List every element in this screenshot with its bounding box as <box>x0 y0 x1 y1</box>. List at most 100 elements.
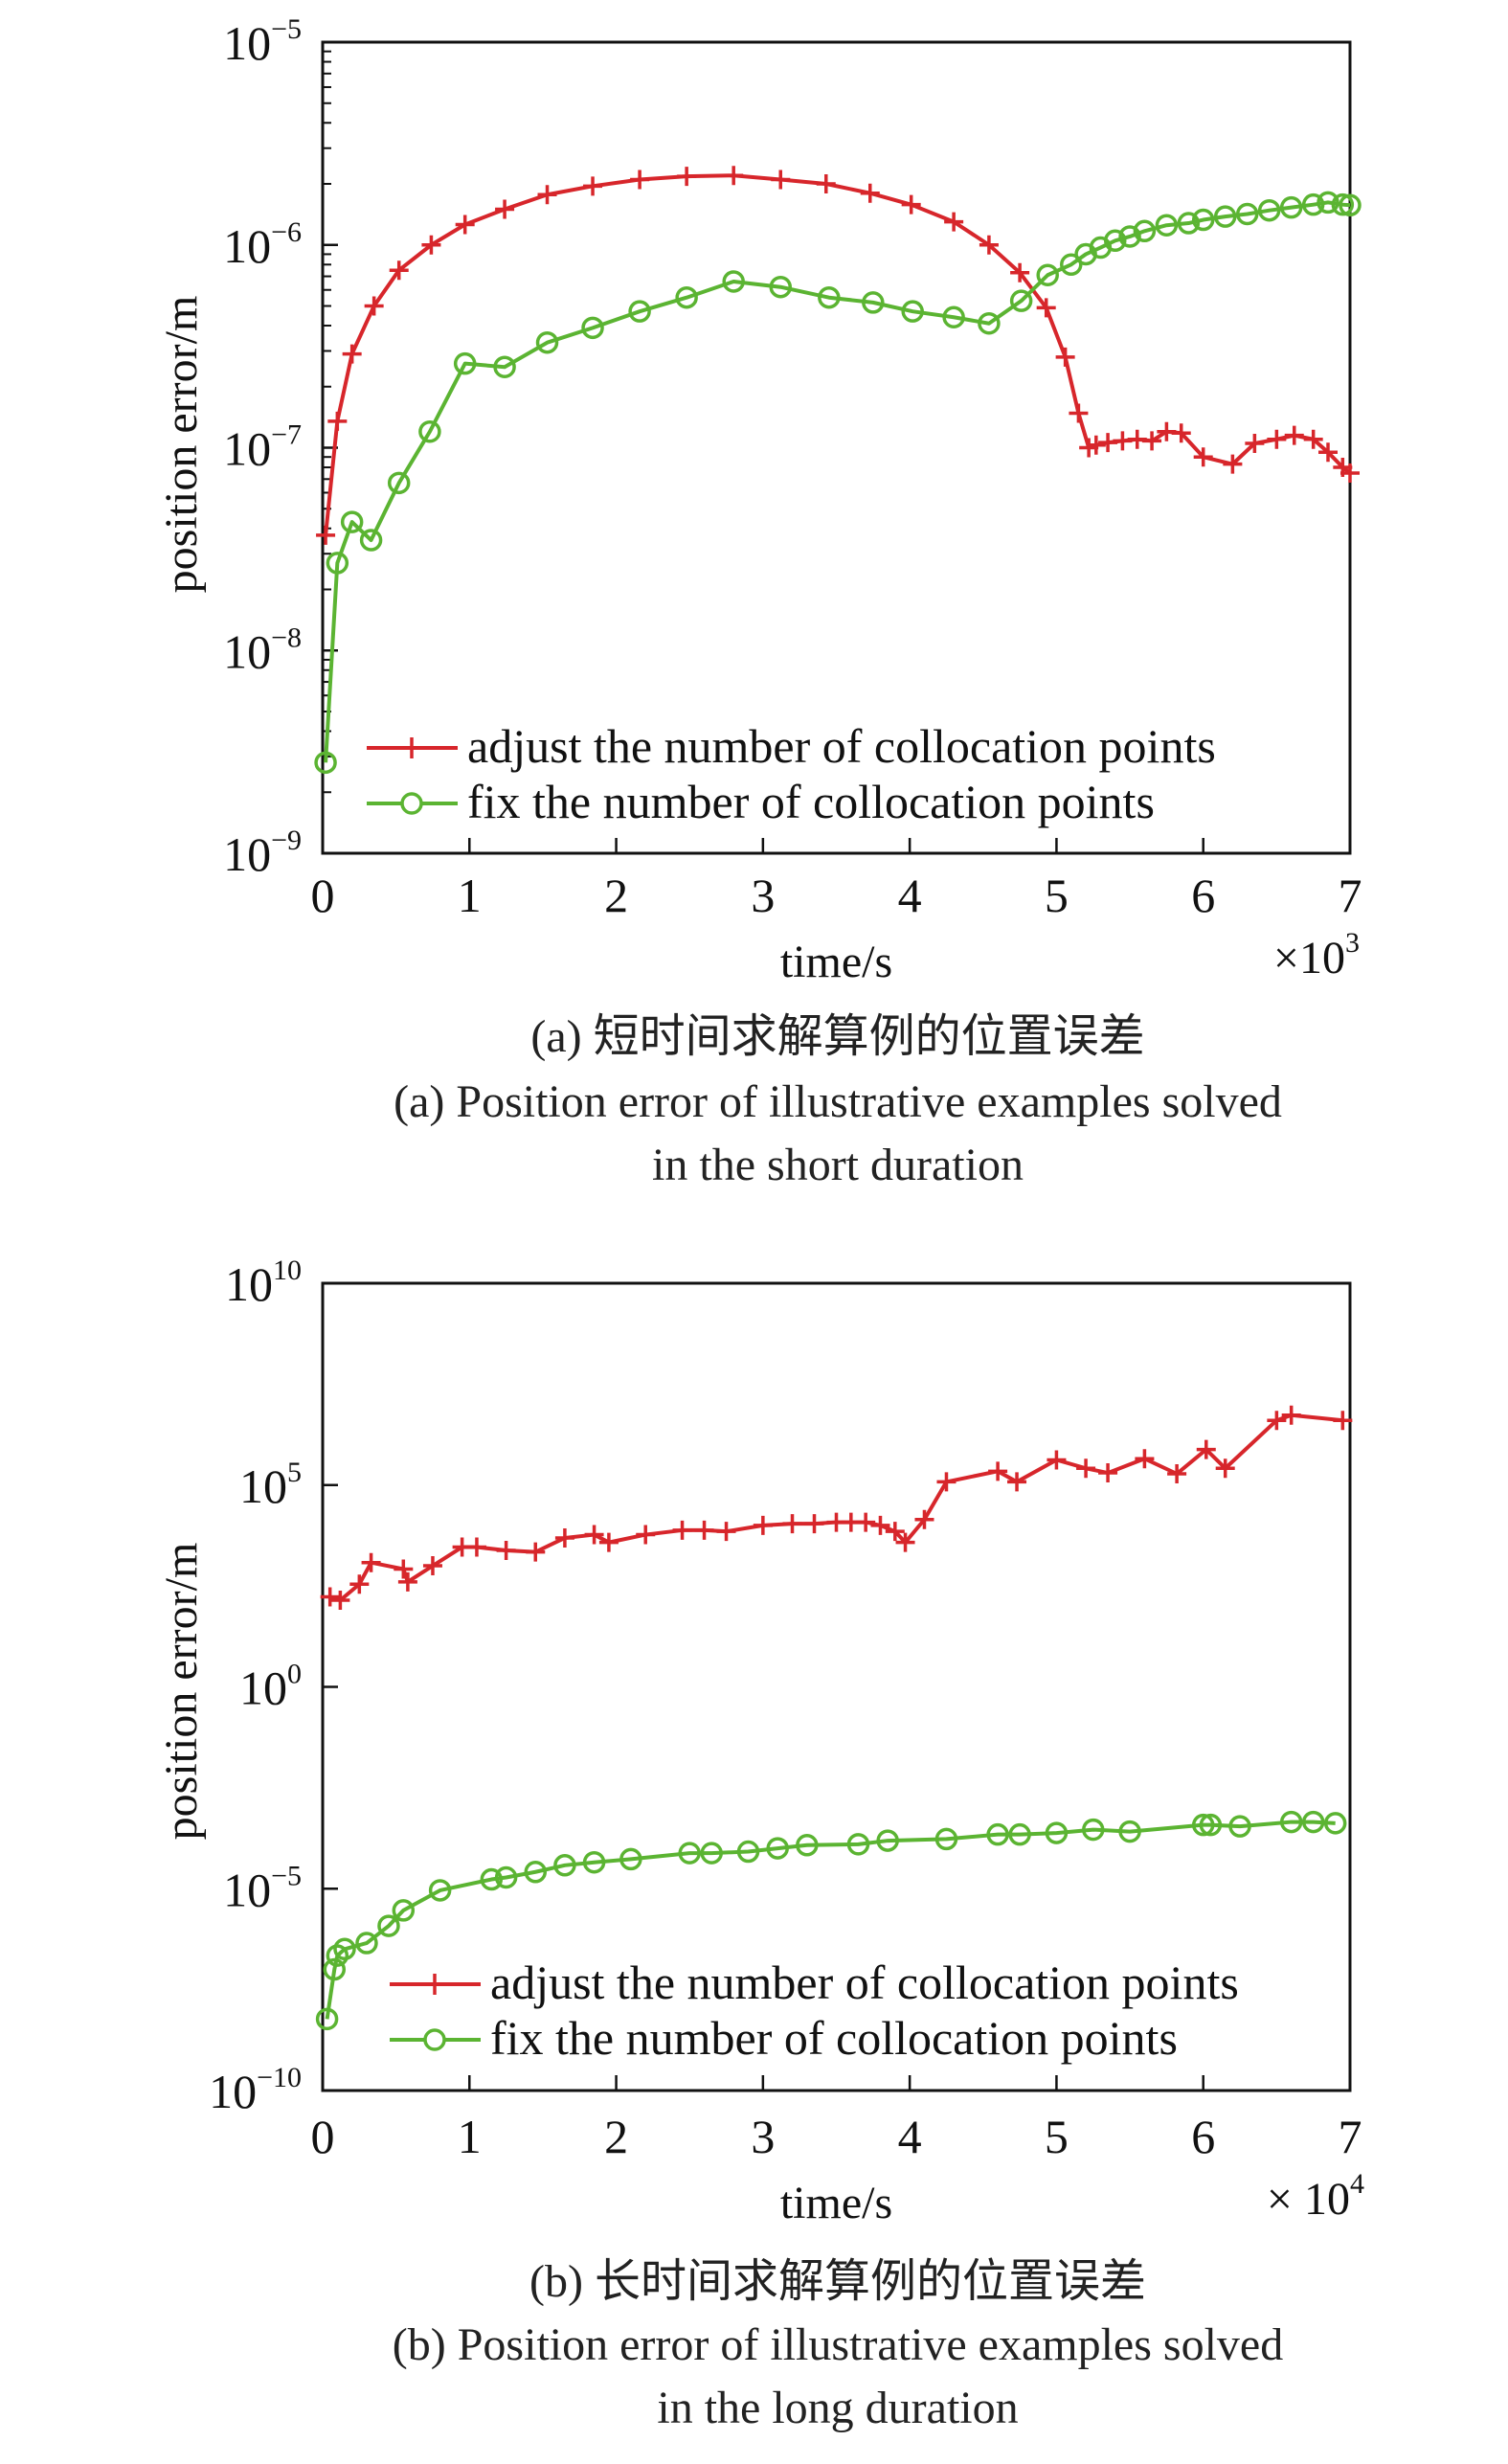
data-point-plus <box>885 1522 905 1542</box>
x-axis-multiplier: ×103 <box>1273 927 1360 983</box>
data-point-circle <box>766 1837 789 1860</box>
data-point-circle <box>1279 1810 1303 1834</box>
data-point-plus <box>1010 262 1030 283</box>
data-point-circle <box>418 419 441 443</box>
data-point-circle <box>1103 229 1127 253</box>
data-point-circle <box>619 1847 642 1871</box>
data-point-plus <box>466 1537 486 1557</box>
legend-label: adjust the number of collocation points <box>490 1955 1239 2009</box>
data-point-plus <box>1281 1405 1301 1425</box>
data-point-plus <box>1167 1464 1187 1483</box>
data-point-plus <box>804 1514 824 1534</box>
data-point-circle <box>1279 195 1303 219</box>
data-point-circle <box>453 351 477 375</box>
data-point-circle <box>1177 212 1201 235</box>
data-point-plus <box>495 199 515 219</box>
x-tick-label: 1 <box>458 869 482 922</box>
data-point-circle <box>1060 253 1083 277</box>
data-point-circle <box>1118 1820 1141 1843</box>
y-tick-label: 10−6 <box>223 216 302 273</box>
data-point-circle <box>769 275 793 299</box>
data-point-plus <box>936 1472 957 1492</box>
y-tick-label-exponent: −9 <box>271 825 302 856</box>
data-point-plus <box>901 194 921 215</box>
y-tick-label: 10−5 <box>223 1860 302 1916</box>
data-point-circle <box>1228 1815 1251 1838</box>
data-point-plus <box>753 1515 773 1535</box>
x-tick-label: 2 <box>604 2110 628 2163</box>
y-tick-label: 105 <box>239 1457 302 1513</box>
data-point-plus <box>421 235 441 255</box>
y-tick-label-base: 10 <box>239 1662 287 1715</box>
data-point-circle <box>582 1850 606 1874</box>
data-point-plus <box>1318 442 1339 463</box>
data-point-plus <box>1047 1450 1067 1470</box>
x-tick-label: 3 <box>751 2110 775 2163</box>
data-point-plus <box>394 1559 414 1579</box>
data-point-plus <box>1069 403 1089 423</box>
caption-english-line: in the long duration <box>657 2383 1018 2433</box>
y-tick-label-base: 10 <box>223 1863 271 1916</box>
data-point-circle <box>392 1899 416 1922</box>
data-point-plus <box>537 185 557 205</box>
data-point-plus <box>630 170 650 190</box>
data-point-plus <box>1135 1449 1155 1469</box>
data-point-plus <box>771 170 791 190</box>
data-point-plus <box>1086 435 1106 455</box>
data-point-plus <box>364 296 384 316</box>
data-point-circle <box>846 1833 870 1856</box>
data-point-plus <box>1196 1439 1216 1459</box>
data-point-plus <box>316 525 336 545</box>
data-point-circle <box>315 2007 339 2031</box>
series-line <box>324 200 1351 763</box>
data-point-plus <box>1076 1458 1096 1479</box>
x-tick-label: 3 <box>751 869 775 922</box>
data-point-plus <box>677 167 697 187</box>
data-point-circle <box>387 471 411 495</box>
y-tick-label-base: 10 <box>209 2065 257 2118</box>
y-tick-label: 10−5 <box>223 13 302 70</box>
x-axis-multiplier-base: ×10 <box>1273 933 1345 983</box>
data-point-circle <box>1301 1810 1325 1834</box>
x-tick-label: 2 <box>604 869 628 922</box>
y-tick-label-base: 10 <box>223 624 271 678</box>
y-tick-label-exponent: −10 <box>257 2062 302 2093</box>
data-point-circle <box>1339 193 1362 217</box>
data-point-circle <box>524 1861 548 1884</box>
legend-label: fix the number of collocation points <box>467 775 1155 828</box>
data-point-plus <box>988 1461 1008 1481</box>
data-point-circle <box>818 285 841 309</box>
x-axis-multiplier: × 104 <box>1267 2168 1364 2225</box>
y-tick-label-base: 10 <box>239 1459 287 1513</box>
x-tick-label: 4 <box>898 869 922 922</box>
data-point-plus <box>1193 447 1213 467</box>
y-tick-label: 100 <box>239 1659 302 1715</box>
data-point-plus <box>1333 1411 1353 1431</box>
y-tick-label-exponent: −7 <box>271 419 302 451</box>
legend-plus-marker <box>402 737 421 758</box>
data-point-circle <box>1036 263 1059 286</box>
series-adjust <box>320 1405 1353 1611</box>
x-axis-multiplier-exponent: 4 <box>1350 2168 1364 2200</box>
data-point-plus <box>584 1525 604 1545</box>
series-line <box>329 1413 1343 1603</box>
y-tick-label-base: 10 <box>223 219 271 273</box>
y-tick-label: 10−10 <box>209 2062 302 2118</box>
data-point-circle <box>1191 1813 1215 1837</box>
y-tick-label-base: 10 <box>223 827 271 881</box>
data-point-plus <box>944 212 964 232</box>
data-point-plus <box>724 166 744 186</box>
data-point-circle <box>1317 191 1339 215</box>
x-tick-label: 7 <box>1339 869 1362 922</box>
x-tick-label: 5 <box>1045 869 1069 922</box>
data-point-circle <box>1331 192 1355 216</box>
data-point-circle <box>1009 289 1033 312</box>
data-point-circle <box>494 1865 518 1889</box>
legend-label: fix the number of collocation points <box>490 2011 1178 2065</box>
data-point-circle <box>796 1834 819 1857</box>
data-point-plus <box>816 174 836 194</box>
data-point-plus <box>361 1552 381 1572</box>
data-point-plus <box>422 1556 442 1576</box>
